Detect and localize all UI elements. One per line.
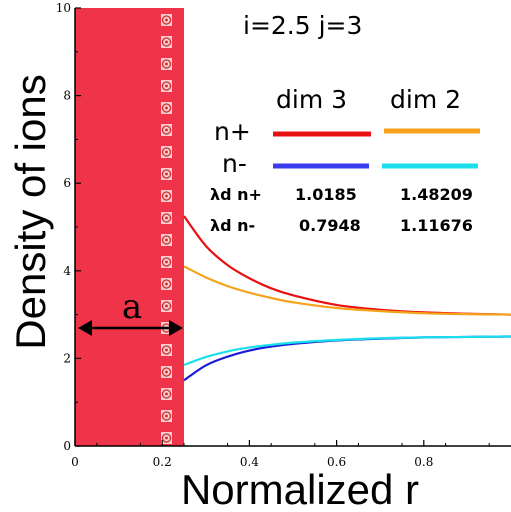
wall-width-label: a [122,287,142,327]
legend-row-n-plus: n+ [214,117,251,146]
legend-header-dim2: dim 2 [390,85,461,114]
y-axis-label: Density of ions [7,74,54,349]
ion-marker [161,234,172,246]
axis-ticks: 0 2 4 6 8 10 0 0.2 0.4 0.6 0.8 [56,1,490,469]
ion-marker [161,146,172,158]
ion-marker [161,58,172,70]
series-line-2 [183,335,511,382]
x-axis-label: Normalized r [181,466,419,512]
wall-width-arrow [78,320,183,336]
ion-marker [161,124,172,136]
y-tick-label: 8 [63,89,71,103]
ion-marker [161,388,172,400]
ion-marker [161,278,172,290]
lambda-row-2-label: λd n- [210,216,255,235]
ion-marker [161,344,172,356]
parameter-annotation: i=2.5 j=3 [243,11,362,40]
ion-marker [161,300,172,312]
legend-row-n-minus: n- [222,149,247,178]
y-tick-label: 4 [63,264,71,278]
lambda-row-1-label: λd n+ [210,185,262,204]
ion-marker [161,168,172,180]
ion-marker [161,14,172,26]
legend: dim 3 dim 2 n+ n- [214,85,480,178]
x-tick-label: 0 [71,455,79,469]
ion-marker [161,366,172,378]
ion-marker [161,102,172,114]
ion-marker [161,432,172,444]
wall-region [75,8,184,446]
lambda-table: λd n+ 1.0185 1.48209 λd n- 0.7948 1.1167… [210,185,473,235]
x-tick-label: 0.8 [414,455,433,469]
lambda-row-2-dim2: 1.11676 [400,216,473,235]
ion-marker [161,410,172,422]
y-tick-label: 10 [56,1,71,15]
lambda-row-2-dim3: 0.7948 [299,216,361,235]
x-tick-label: 0.2 [153,455,172,469]
legend-header-dim3: dim 3 [276,85,347,114]
lambda-row-1-dim2: 1.48209 [400,185,473,204]
series-line-1 [183,265,511,316]
lambda-row-1-dim3: 1.0185 [295,185,357,204]
ion-marker [161,256,172,268]
x-tick-label: 0.6 [327,455,346,469]
y-tick-label: 2 [63,351,71,365]
ion-marker [161,190,172,202]
y-tick-label: 0 [63,439,71,453]
series-lines [183,215,511,382]
series-line-3 [183,335,511,367]
ion-marker [161,212,172,224]
ion-marker [161,36,172,48]
x-tick-label: 0.4 [240,455,259,469]
ion-marker [161,80,172,92]
y-tick-label: 6 [63,176,71,190]
